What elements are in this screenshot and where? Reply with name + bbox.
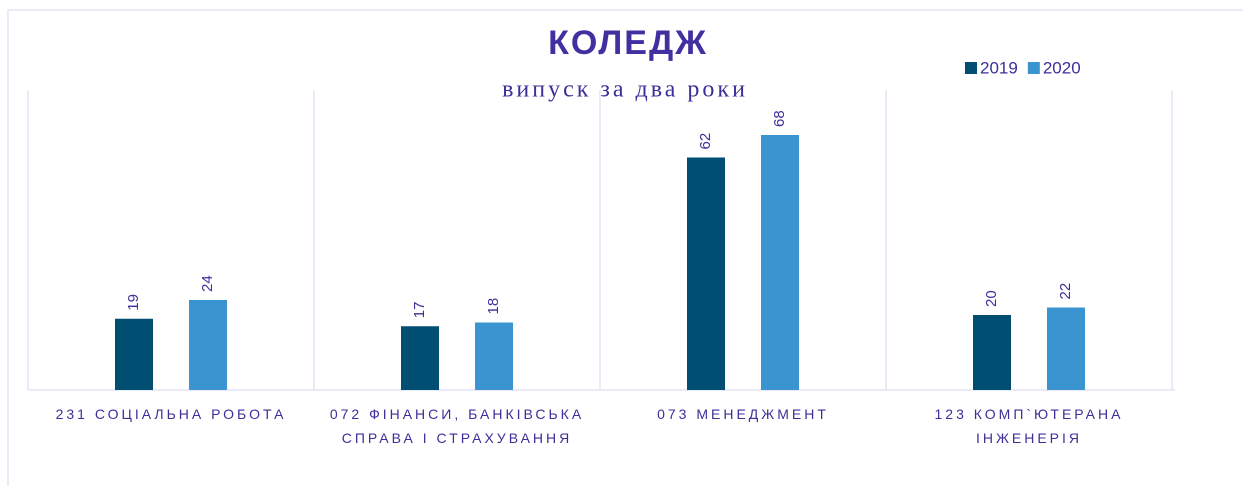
x-tick-label: 231 СОЦІАЛЬНА РОБОТА <box>55 406 287 422</box>
bar <box>115 318 153 390</box>
legend-swatch <box>965 62 977 74</box>
bar <box>189 300 227 390</box>
chart-border <box>7 9 1243 486</box>
bar <box>973 315 1011 390</box>
bar <box>401 326 439 390</box>
bar <box>475 322 513 390</box>
data-label: 62 <box>697 133 714 150</box>
data-label: 24 <box>199 275 216 292</box>
data-label: 68 <box>771 110 788 127</box>
legend-swatch <box>1027 62 1040 74</box>
bar <box>687 157 725 390</box>
bar <box>761 135 799 390</box>
data-label: 22 <box>1057 283 1074 300</box>
x-tick-label: 073 МЕНЕДЖМЕНТ <box>657 406 829 422</box>
data-label: 18 <box>485 298 502 315</box>
x-tick-label: 072 ФІНАНСИ, БАНКІВСЬКА СПРАВА І СТРАХУВ… <box>329 406 585 446</box>
data-label: 17 <box>411 302 428 319</box>
legend-label: 2020 <box>1043 58 1081 77</box>
chart-subtitle: випуск за два роки <box>502 77 748 103</box>
legend-label: 2019 <box>980 58 1018 77</box>
data-label: 20 <box>983 290 1000 307</box>
chart-title: КОЛЕДЖ <box>548 24 708 62</box>
data-label: 19 <box>125 294 142 311</box>
x-tick-label: 123 КОМП`ЮТЕРАНА ІНЖЕНЕРІЯ <box>934 406 1124 446</box>
bar <box>1047 307 1085 390</box>
